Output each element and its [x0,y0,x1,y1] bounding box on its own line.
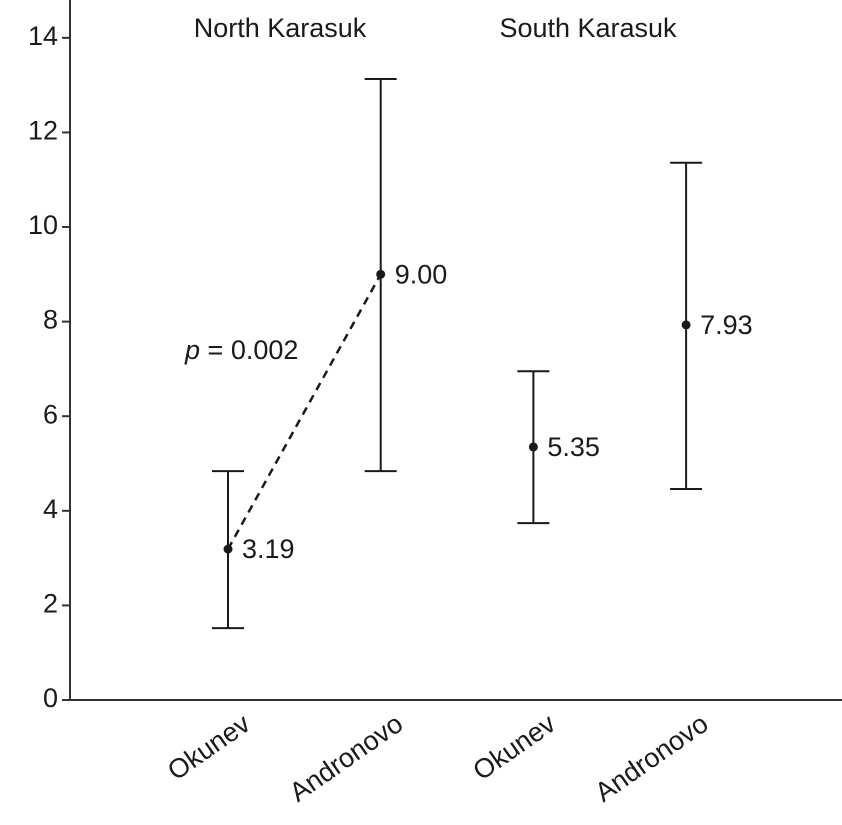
y-tick-label: 10 [28,210,58,240]
y-tick-label: 14 [28,21,58,51]
point [376,269,386,279]
x-tick-label: Okunev [162,708,256,786]
y-tick-label: 12 [28,116,58,146]
x-tick-label: Okunev [467,708,561,786]
annotation: p = 0.002 [184,335,298,365]
x-tick-label: Andronovo [284,708,408,807]
value-label: 3.19 [242,534,295,564]
point [681,320,691,330]
group-label: South Karasuk [499,13,677,43]
y-tick-label: 2 [43,589,58,619]
value-label: 9.00 [395,259,448,289]
group-label: North Karasuk [194,13,367,43]
x-tick-label: Andronovo [589,708,713,807]
y-tick-label: 4 [43,494,58,524]
y-tick-label: 6 [43,399,58,429]
annotation-italic: p [184,335,200,365]
comparison-line [226,273,382,550]
value-label: 7.93 [700,310,753,340]
value-label: 5.35 [547,432,600,462]
point [528,442,538,452]
annotation-text: = 0.002 [208,335,299,365]
point [223,544,233,554]
y-tick-label: 8 [43,305,58,335]
y-tick-label: 0 [43,683,58,713]
